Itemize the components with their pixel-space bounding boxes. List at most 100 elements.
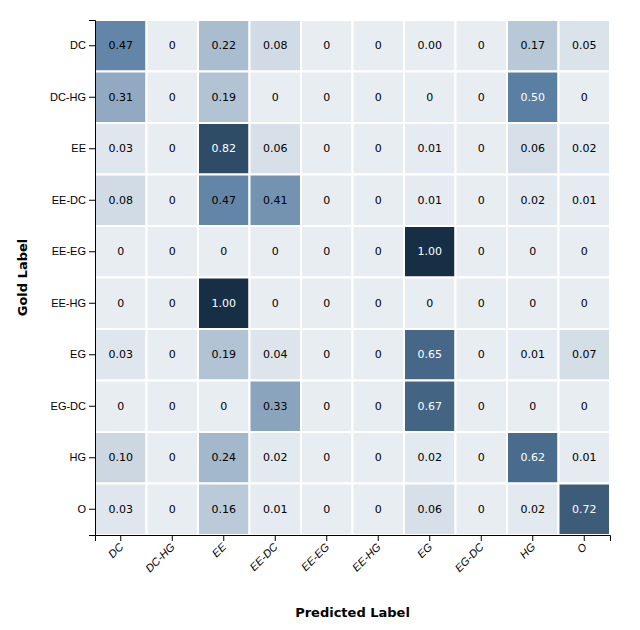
data-label: 0.07 <box>572 348 597 361</box>
data-label: 0.33 <box>263 400 288 413</box>
data-label: 0.06 <box>263 142 288 155</box>
cell <box>198 123 250 175</box>
cell <box>301 226 353 278</box>
data-label: 0 <box>478 245 485 258</box>
tick: EG <box>70 348 95 360</box>
data-label: 0.04 <box>263 348 288 361</box>
data-label: 0.47 <box>212 194 237 207</box>
tick-label: EE <box>71 142 86 154</box>
data-label: 0 <box>581 245 588 258</box>
data-label: 0 <box>375 503 382 516</box>
cell <box>250 226 302 278</box>
data-label: 0 <box>426 297 433 310</box>
data-label: 0.06 <box>418 503 443 516</box>
tick-label: EE-EG <box>52 245 86 257</box>
data-label: 0 <box>375 297 382 310</box>
data-label: 0.67 <box>418 400 443 413</box>
tick-label: HG <box>70 451 87 463</box>
cell <box>147 20 199 72</box>
cell <box>507 329 559 381</box>
cell <box>353 432 405 484</box>
cell <box>353 72 405 124</box>
data-label: 0.17 <box>521 39 546 52</box>
tick-label: EG <box>70 348 86 360</box>
tick-mark <box>89 45 95 46</box>
cell <box>95 20 147 72</box>
cell <box>301 329 353 381</box>
data-label: 0 <box>478 194 485 207</box>
tick-mark <box>89 354 95 355</box>
tick: EE-DC <box>247 535 280 573</box>
tick-mark <box>89 97 95 98</box>
tick-mark <box>89 509 95 510</box>
cell <box>95 329 147 381</box>
tick-mark <box>326 535 327 541</box>
data-label: 0.41 <box>263 194 288 207</box>
tick-label: DC-HG <box>143 540 177 574</box>
tick-label: HG <box>517 540 537 560</box>
data-label: 0 <box>426 91 433 104</box>
cell <box>559 484 611 536</box>
cell <box>559 20 611 72</box>
cell <box>95 72 147 124</box>
data-label: 0 <box>581 297 588 310</box>
cell <box>353 484 405 536</box>
tick-label: EE-HG <box>51 297 86 309</box>
tick: EG <box>415 535 435 560</box>
data-label: 0.31 <box>109 91 134 104</box>
cell <box>301 20 353 72</box>
data-label: 0.08 <box>263 39 288 52</box>
tick-mark <box>172 535 173 541</box>
data-label: 0 <box>581 91 588 104</box>
data-label: 0 <box>169 451 176 464</box>
cell <box>301 432 353 484</box>
cell <box>404 20 456 72</box>
tick: HG <box>517 535 537 561</box>
cell <box>507 381 559 433</box>
data-label: 0 <box>323 39 330 52</box>
cell <box>301 381 353 433</box>
tick: O <box>574 535 589 555</box>
tick-mark <box>378 535 379 541</box>
data-label: 0 <box>272 297 279 310</box>
tick: HG <box>70 451 96 463</box>
cell <box>250 72 302 124</box>
cell <box>250 278 302 330</box>
tick: DC <box>106 535 126 560</box>
cell <box>507 20 559 72</box>
cell <box>507 123 559 175</box>
data-label: 0 <box>375 400 382 413</box>
tick-mark <box>89 200 95 201</box>
cell <box>301 123 353 175</box>
cell <box>404 226 456 278</box>
tick-mark <box>89 303 95 304</box>
cell <box>95 432 147 484</box>
tick-label: EE-HG <box>350 540 383 573</box>
tick-label: O <box>77 503 86 515</box>
cell <box>559 123 611 175</box>
cell <box>456 278 508 330</box>
data-label: 0 <box>323 297 330 310</box>
cell <box>559 226 611 278</box>
cell <box>353 381 405 433</box>
cell <box>301 484 353 536</box>
data-label: 0.05 <box>572 39 597 52</box>
data-label: 1.00 <box>212 297 237 310</box>
chart: 0.4700.220.08000.0000.170.050.3100.19000… <box>0 0 640 630</box>
data-label: 0 <box>478 39 485 52</box>
data-label: 0 <box>323 451 330 464</box>
cell <box>250 381 302 433</box>
data-label: 0 <box>169 348 176 361</box>
cell <box>353 20 405 72</box>
cell <box>147 123 199 175</box>
data-label: 0 <box>272 91 279 104</box>
data-label: 0.01 <box>263 503 288 516</box>
y-axis-title: Gold Label <box>15 239 30 317</box>
tick: EE-HG <box>51 297 95 309</box>
data-label: 0.62 <box>521 451 546 464</box>
tick-label: DC-HG <box>50 91 86 103</box>
plot: 0.4700.220.08000.0000.170.050.3100.19000… <box>50 20 611 575</box>
data-label: 0.19 <box>212 91 237 104</box>
cell <box>559 381 611 433</box>
tick: EE <box>71 142 95 154</box>
